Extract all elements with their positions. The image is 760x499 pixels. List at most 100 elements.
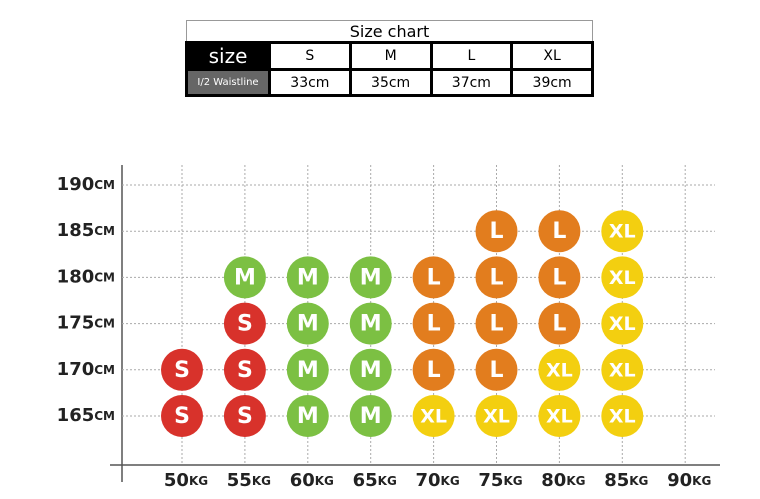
size-dot (349, 395, 392, 437)
size-dot (475, 302, 518, 345)
weight-value: 50 (164, 470, 189, 491)
height-unit: CM (94, 362, 115, 376)
weight-label: 80KG (541, 470, 585, 491)
size-dot (412, 256, 455, 299)
size-dot-label: S (174, 358, 190, 383)
weight-value: 60 (290, 470, 315, 491)
size-dot (412, 302, 455, 345)
size-dot-label: XL (609, 359, 636, 381)
size-dot (223, 256, 266, 299)
size-dot (223, 302, 266, 345)
height-value: 170 (57, 359, 95, 380)
height-value: 165 (57, 405, 95, 426)
size-dot (286, 302, 329, 345)
weight-unit: KG (252, 474, 271, 488)
size-dot (286, 256, 329, 299)
size-dot-label: L (427, 312, 441, 337)
size-dot-label: L (489, 358, 503, 383)
size-dot (538, 348, 581, 391)
size-dot (349, 302, 392, 345)
cell: 33cm (268, 68, 352, 97)
size-dot (412, 348, 455, 391)
size-dot (538, 210, 581, 253)
size-dot-label: M (297, 312, 319, 337)
size-dot (475, 348, 518, 391)
height-unit: CM (94, 409, 115, 423)
size-dot (475, 395, 518, 437)
weight-value: 90 (667, 470, 692, 491)
size-dot-label: M (297, 404, 319, 429)
size-dot-label: M (297, 265, 319, 290)
size-dot-label: M (360, 312, 382, 337)
size-dot-label: L (427, 358, 441, 383)
header-cell: L (429, 41, 514, 71)
header-cell: XL (510, 41, 594, 71)
weight-value: 65 (353, 470, 378, 491)
size-dot-label: L (552, 312, 566, 337)
size-dot-label: M (234, 265, 256, 290)
size-dot-label: L (552, 265, 566, 290)
size-dot-label: S (174, 404, 190, 429)
height-value: 185 (57, 220, 95, 241)
row-label: I/2 Waistline (185, 68, 271, 97)
size-dot (349, 256, 392, 299)
size-dot (601, 348, 644, 391)
size-dot (538, 395, 581, 437)
weight-label: 50KG (164, 470, 208, 491)
height-value: 175 (57, 313, 95, 334)
size-dot-label: L (489, 312, 503, 337)
size-dot-label: M (360, 265, 382, 290)
weight-value: 85 (604, 470, 629, 491)
weight-label: 85KG (604, 470, 648, 491)
weight-unit: KG (503, 474, 522, 488)
size-dot (161, 348, 203, 391)
height-label: 175CM (57, 313, 115, 334)
weight-value: 55 (227, 470, 252, 491)
size-dot-label: XL (420, 406, 447, 428)
weight-unit: KG (315, 474, 334, 488)
size-dot (538, 256, 581, 299)
weight-label: 75KG (478, 470, 522, 491)
weight-label: 65KG (353, 470, 397, 491)
height-unit: CM (94, 316, 115, 330)
size-dot-label: XL (546, 406, 573, 428)
size-dot-label: XL (609, 313, 636, 335)
weight-value: 80 (541, 470, 566, 491)
size-dot (349, 348, 392, 391)
size-dot-label: S (237, 358, 253, 383)
weight-unit: KG (692, 474, 711, 488)
weight-value: 70 (415, 470, 440, 491)
size-dot-label: M (360, 358, 382, 383)
size-dot-label: XL (609, 221, 636, 243)
weight-label: 55KG (227, 470, 271, 491)
size-dot-label: M (297, 358, 319, 383)
header-cell: size (185, 41, 271, 71)
size-dot (223, 395, 266, 437)
size-dot (601, 395, 644, 437)
height-label: 180CM (57, 266, 115, 287)
size-dot (161, 395, 203, 437)
size-dot-label: L (552, 219, 566, 244)
size-dot (412, 395, 455, 437)
size-dot-label: XL (609, 267, 636, 289)
size-dot-label: XL (546, 359, 573, 381)
size-table: Size chart size S M L XL I/2 Waistline 3… (185, 20, 594, 97)
height-unit: CM (94, 224, 115, 238)
cell: 39cm (510, 68, 594, 97)
size-dot-label: S (237, 404, 253, 429)
size-dot-label: L (489, 219, 503, 244)
weight-label: 70KG (415, 470, 459, 491)
cell: 35cm (348, 68, 433, 97)
height-label: 165CM (57, 405, 115, 426)
height-label: 170CM (57, 359, 115, 380)
height-label: 190CM (57, 174, 115, 195)
size-dot-label: M (360, 404, 382, 429)
size-dot-label: XL (609, 406, 636, 428)
size-dot-label: S (237, 312, 253, 337)
header-cell: S (268, 41, 352, 71)
header-cell: M (348, 41, 433, 71)
cell: 37cm (429, 68, 514, 97)
height-label: 185CM (57, 220, 115, 241)
height-unit: CM (94, 178, 115, 192)
